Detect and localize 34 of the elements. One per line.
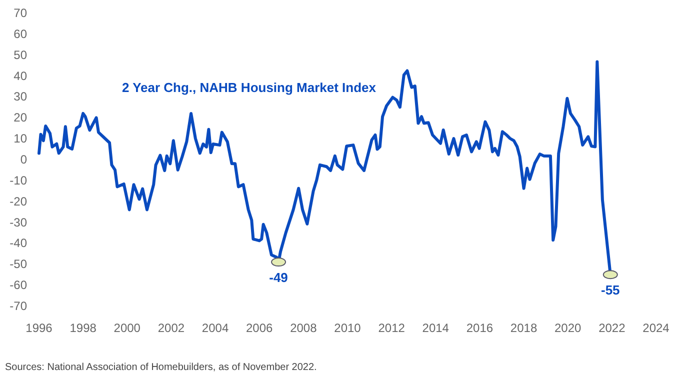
x-tick-label: 2018 <box>510 321 538 335</box>
x-tick-label: 2022 <box>598 321 626 335</box>
x-tick-label: 2010 <box>334 321 362 335</box>
annotation: -55 <box>600 282 620 298</box>
x-tick-label: 2002 <box>158 321 185 335</box>
x-tick-label: 2012 <box>378 321 406 335</box>
y-tick-label: 20 <box>14 110 28 125</box>
x-tick-label: 2024 <box>642 321 670 335</box>
x-tick-label: 2008 <box>290 321 318 335</box>
x-tick-label: 2020 <box>554 321 582 335</box>
x-tick-label: 2014 <box>422 321 450 335</box>
x-tick-label: 1996 <box>26 321 53 335</box>
y-tick-label: 10 <box>14 132 28 146</box>
y-tick-label: 60 <box>14 26 28 41</box>
x-tick-label: 2000 <box>114 321 141 335</box>
y-tick-label: 70 <box>14 6 28 20</box>
x-tick-label: 2004 <box>202 321 229 335</box>
y-tick-label: 0 <box>20 152 28 166</box>
y-tick-label: -70 <box>10 299 28 313</box>
x-tick-label: 2016 <box>466 321 494 335</box>
y-tick-label: -10 <box>10 173 28 188</box>
y-tick-label: -30 <box>10 215 28 230</box>
x-tick-label: 1998 <box>70 321 97 335</box>
text: 2 Year Chg., NAHB Housing Market Index <box>122 80 377 95</box>
source-note: Sources: National Association of Homebuilders, as of November 2022. <box>5 362 317 373</box>
y-tick-label: 40 <box>14 68 28 83</box>
y-tick-label: 50 <box>14 48 28 62</box>
y-tick-label: -60 <box>10 278 28 292</box>
y-tick-label: -20 <box>10 194 28 208</box>
x-tick-label: 2006 <box>246 321 274 335</box>
y-tick-label: -50 <box>10 257 28 272</box>
annotation: -49 <box>269 270 288 286</box>
y-tick-label: 30 <box>14 90 28 104</box>
y-tick-label: -40 <box>10 236 28 250</box>
